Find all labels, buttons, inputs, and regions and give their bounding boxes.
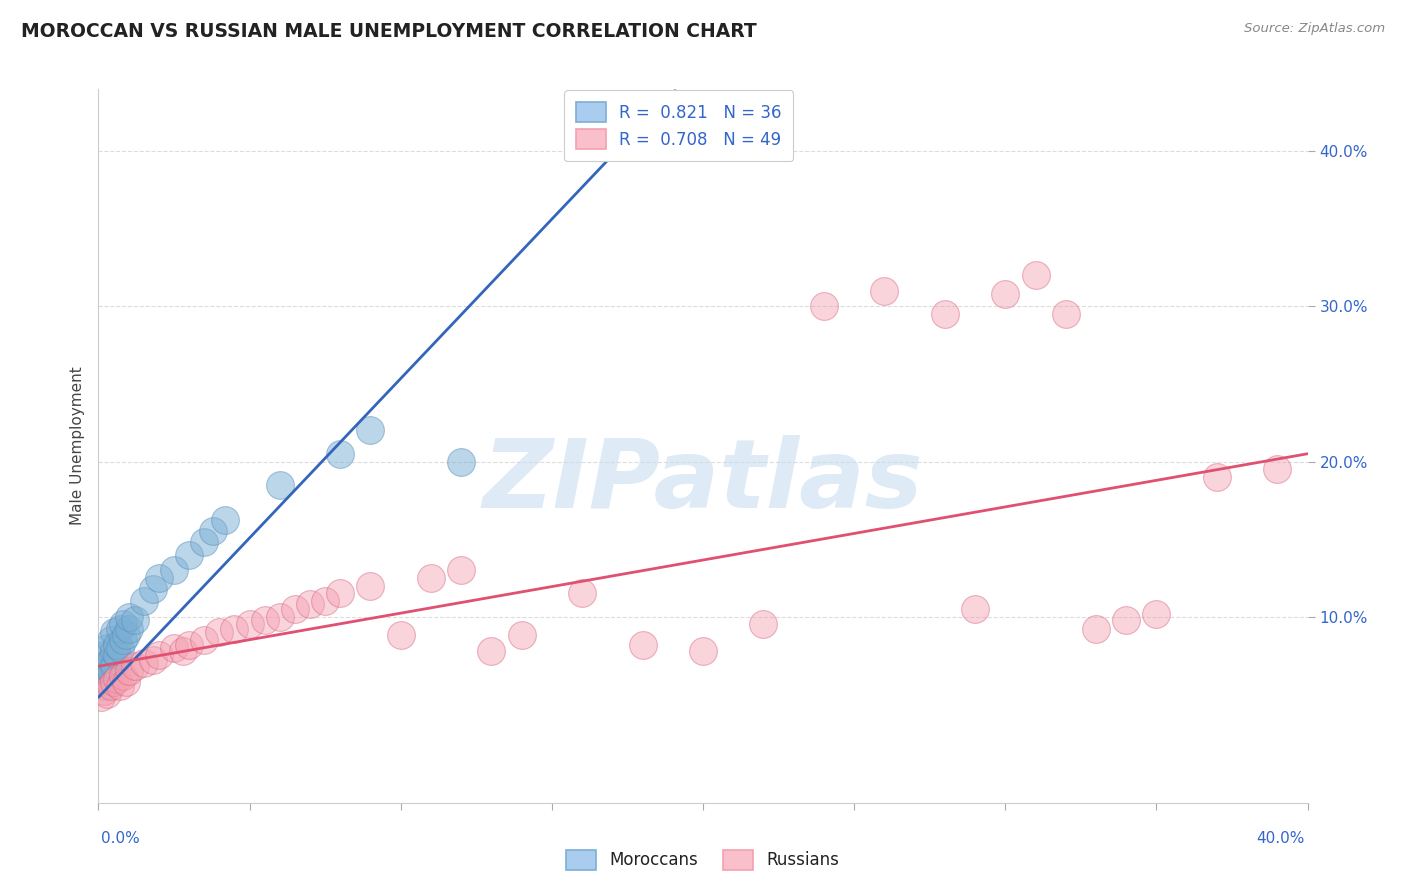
Point <box>105 648 128 663</box>
Point <box>90 674 112 689</box>
Point <box>1054 307 1077 321</box>
Point <box>90 690 112 705</box>
Point <box>105 638 128 652</box>
Point <box>224 622 246 636</box>
Point <box>108 680 131 694</box>
Point <box>103 674 125 689</box>
Point <box>108 622 131 636</box>
Point <box>118 664 141 678</box>
Point <box>103 659 125 673</box>
Point <box>360 424 382 438</box>
Point <box>93 659 115 673</box>
Point <box>148 648 170 663</box>
Point <box>163 563 186 577</box>
Point <box>208 625 231 640</box>
Point <box>193 535 215 549</box>
Point <box>163 640 186 655</box>
Point <box>1144 607 1167 621</box>
Point <box>752 617 775 632</box>
Point <box>571 586 593 600</box>
Point <box>177 548 201 562</box>
Point <box>142 582 165 596</box>
Point <box>202 524 225 539</box>
Text: 40.0%: 40.0% <box>1257 831 1305 846</box>
Point <box>284 602 307 616</box>
Point <box>132 594 155 608</box>
Point <box>692 644 714 658</box>
Point <box>103 644 125 658</box>
Point <box>239 617 262 632</box>
Point <box>314 594 336 608</box>
Point <box>172 644 194 658</box>
Point <box>114 674 136 689</box>
Point <box>96 640 118 655</box>
Point <box>103 625 125 640</box>
Point <box>111 632 134 647</box>
Point <box>100 632 122 647</box>
Point <box>96 687 118 701</box>
Point <box>96 656 118 670</box>
Point <box>105 672 128 686</box>
Point <box>118 609 141 624</box>
Point <box>108 640 131 655</box>
Point <box>124 613 146 627</box>
Point <box>132 656 155 670</box>
Point <box>1265 462 1288 476</box>
Point <box>1024 268 1046 283</box>
Point <box>193 632 215 647</box>
Point <box>450 454 472 468</box>
Point <box>389 628 412 642</box>
Point <box>148 571 170 585</box>
Text: MOROCCAN VS RUSSIAN MALE UNEMPLOYMENT CORRELATION CHART: MOROCCAN VS RUSSIAN MALE UNEMPLOYMENT CO… <box>21 22 756 41</box>
Point <box>93 684 115 698</box>
Point <box>994 287 1017 301</box>
Point <box>813 299 835 313</box>
Text: ZIPatlas: ZIPatlas <box>482 435 924 528</box>
Point <box>1206 470 1229 484</box>
Point <box>269 477 291 491</box>
Point <box>299 597 322 611</box>
Point <box>142 653 165 667</box>
Point <box>510 628 533 642</box>
Y-axis label: Male Unemployment: Male Unemployment <box>69 367 84 525</box>
Point <box>450 563 472 577</box>
Point <box>124 659 146 673</box>
Point <box>1115 613 1137 627</box>
Point <box>93 680 115 694</box>
Point <box>111 668 134 682</box>
Point <box>419 571 441 585</box>
Point <box>96 672 118 686</box>
Point <box>360 579 382 593</box>
Point <box>114 628 136 642</box>
Point <box>873 284 896 298</box>
Point <box>100 680 122 694</box>
Point <box>214 513 236 527</box>
Text: Source: ZipAtlas.com: Source: ZipAtlas.com <box>1244 22 1385 36</box>
Text: 0.0%: 0.0% <box>101 831 141 846</box>
Point <box>93 648 115 663</box>
Point <box>1085 622 1108 636</box>
Point <box>100 664 122 678</box>
Point <box>934 307 956 321</box>
Point <box>965 602 987 616</box>
Legend: Moroccans, Russians: Moroccans, Russians <box>560 843 846 877</box>
Point <box>481 644 503 658</box>
Point <box>269 609 291 624</box>
Point <box>111 617 134 632</box>
Point <box>253 613 276 627</box>
Point <box>100 653 122 667</box>
Point <box>329 447 352 461</box>
Point <box>90 668 112 682</box>
Point <box>177 638 201 652</box>
Point <box>631 638 654 652</box>
Point <box>118 622 141 636</box>
Point <box>329 586 352 600</box>
